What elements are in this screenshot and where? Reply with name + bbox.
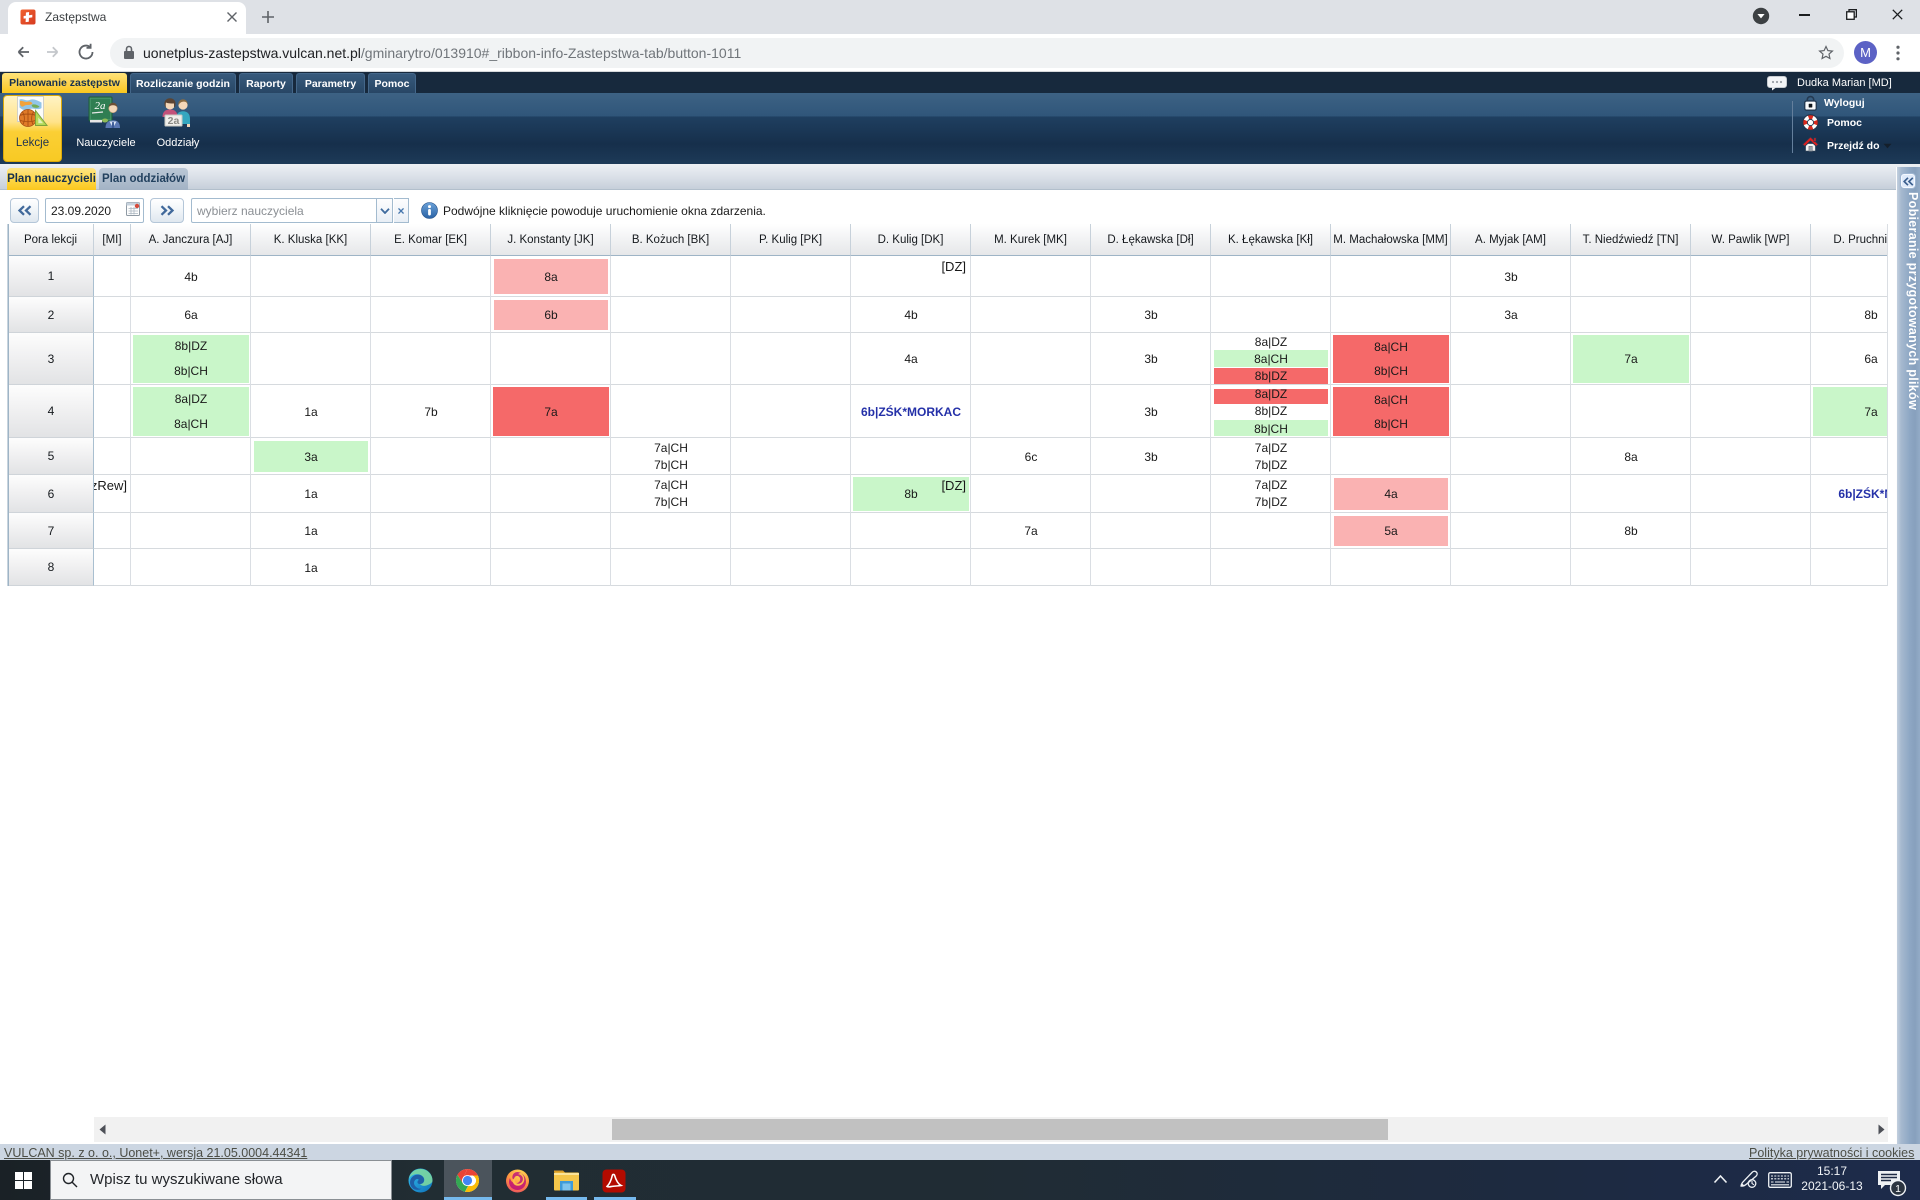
svg-text:2a: 2a bbox=[95, 100, 107, 112]
svg-text:2a: 2a bbox=[168, 115, 180, 127]
svg-text:1: 1 bbox=[1895, 1183, 1901, 1195]
